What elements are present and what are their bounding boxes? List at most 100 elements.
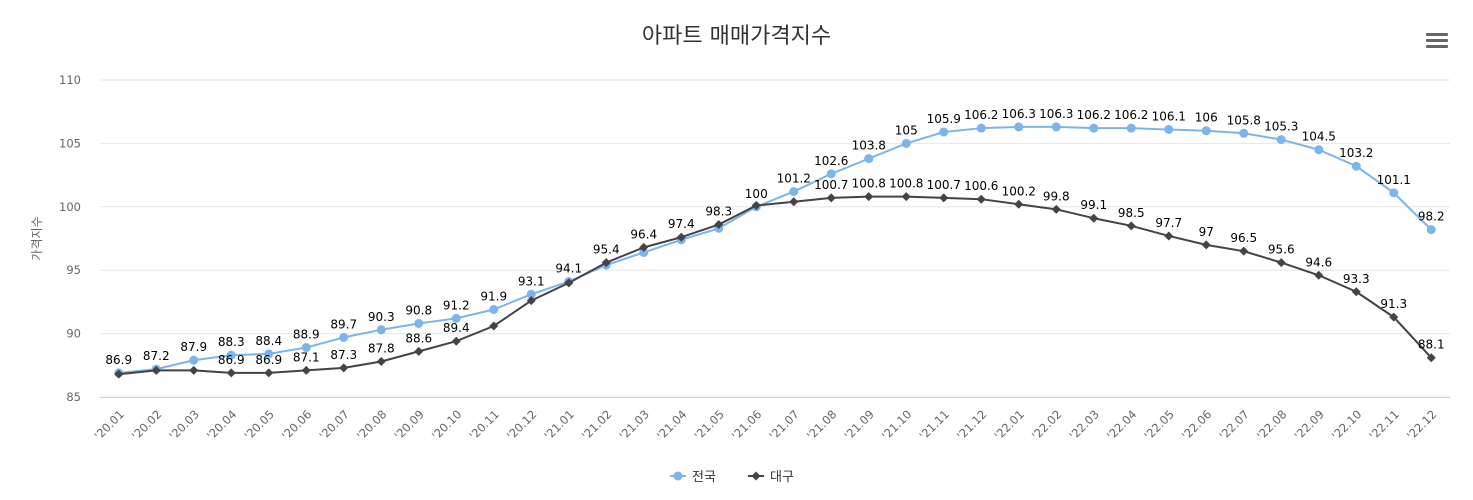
data-point[interactable] bbox=[1051, 204, 1061, 214]
data-point[interactable] bbox=[676, 232, 686, 242]
x-tick-label: '21.08 bbox=[804, 407, 839, 442]
data-point[interactable] bbox=[264, 368, 274, 378]
data-point[interactable] bbox=[1164, 231, 1174, 241]
x-tick-label: '22.08 bbox=[1254, 407, 1289, 442]
data-point[interactable] bbox=[114, 369, 124, 379]
data-point[interactable] bbox=[339, 363, 349, 373]
y-tick-label: 110 bbox=[59, 73, 81, 87]
data-labels: 86.9 87.2 87.9 88.3 88.4 88.9 89.7 90.3 90.8 91.2… bbox=[105, 107, 1444, 367]
data-point[interactable] bbox=[901, 138, 911, 148]
data-label: 102.6 bbox=[814, 154, 848, 168]
data-point[interactable] bbox=[639, 242, 649, 252]
x-tick-label: '22.12 bbox=[1404, 407, 1439, 442]
data-label: 99.1 bbox=[1080, 198, 1107, 212]
data-point[interactable] bbox=[1351, 287, 1361, 297]
data-point[interactable] bbox=[1426, 225, 1436, 235]
data-label: 91.3 bbox=[1380, 297, 1407, 311]
x-tick-label: '21.12 bbox=[954, 407, 989, 442]
data-point[interactable] bbox=[451, 313, 461, 323]
data-point[interactable] bbox=[564, 278, 574, 288]
x-tick-label: '22.06 bbox=[1179, 407, 1214, 442]
data-point[interactable] bbox=[1389, 188, 1399, 198]
data-point[interactable] bbox=[189, 365, 199, 375]
data-point[interactable] bbox=[451, 336, 461, 346]
data-point[interactable] bbox=[339, 332, 349, 342]
data-point[interactable] bbox=[1126, 221, 1136, 231]
data-label: 93.1 bbox=[518, 274, 545, 288]
data-point[interactable] bbox=[1201, 126, 1211, 136]
data-point[interactable] bbox=[526, 289, 536, 299]
data-point[interactable] bbox=[414, 346, 424, 356]
data-point[interactable] bbox=[789, 197, 799, 207]
x-tick-label: '20.05 bbox=[241, 407, 276, 442]
data-point[interactable] bbox=[1089, 213, 1099, 223]
legend-item-1[interactable]: 대구 bbox=[748, 470, 794, 485]
data-point[interactable] bbox=[1239, 246, 1249, 256]
data-point[interactable] bbox=[939, 193, 949, 203]
data-point[interactable] bbox=[1314, 270, 1324, 280]
data-point[interactable] bbox=[1276, 258, 1286, 268]
data-point[interactable] bbox=[1314, 145, 1324, 155]
data-point[interactable] bbox=[751, 201, 761, 211]
data-point[interactable] bbox=[714, 220, 724, 230]
data-point[interactable] bbox=[376, 356, 386, 366]
data-point[interactable] bbox=[1426, 353, 1436, 363]
data-label: 103.8 bbox=[852, 139, 886, 153]
data-point[interactable] bbox=[826, 193, 836, 203]
data-point[interactable] bbox=[226, 368, 236, 378]
hamburger-menu-icon[interactable] bbox=[1424, 30, 1450, 52]
x-axis: '20.01'20.02'20.03'20.04'20.05'20.06'20.… bbox=[91, 397, 1450, 443]
data-point[interactable] bbox=[864, 154, 874, 164]
data-point[interactable] bbox=[639, 247, 649, 257]
data-point[interactable] bbox=[601, 258, 611, 268]
data-point[interactable] bbox=[1389, 312, 1399, 322]
data-label: 100 bbox=[745, 187, 768, 201]
data-point[interactable] bbox=[1126, 123, 1136, 133]
data-point[interactable] bbox=[151, 365, 161, 375]
data-label: 105.8 bbox=[1227, 113, 1261, 127]
data-point[interactable] bbox=[489, 305, 499, 315]
x-tick-label: '22.05 bbox=[1141, 407, 1176, 442]
data-label: 106.2 bbox=[964, 108, 998, 122]
data-point[interactable] bbox=[1014, 122, 1024, 132]
data-point[interactable] bbox=[264, 349, 274, 359]
data-point[interactable] bbox=[301, 343, 311, 353]
legend-item-0[interactable]: 전국 bbox=[670, 470, 716, 485]
data-label: 88.4 bbox=[255, 334, 282, 348]
data-point[interactable] bbox=[826, 169, 836, 179]
legend-label: 전국 bbox=[692, 470, 716, 485]
data-point[interactable] bbox=[526, 296, 536, 306]
x-tick-label: '22.11 bbox=[1366, 407, 1401, 442]
data-point[interactable] bbox=[901, 192, 911, 202]
data-point[interactable] bbox=[1089, 123, 1099, 133]
data-point[interactable] bbox=[1276, 135, 1286, 145]
x-tick-label: '21.03 bbox=[616, 407, 651, 442]
data-label: 88.1 bbox=[1418, 338, 1445, 352]
data-point[interactable] bbox=[1201, 240, 1211, 250]
x-tick-label: '22.10 bbox=[1329, 407, 1364, 442]
data-point[interactable] bbox=[1239, 128, 1249, 138]
data-point[interactable] bbox=[301, 365, 311, 375]
data-label: 95.6 bbox=[1268, 243, 1295, 257]
data-point[interactable] bbox=[976, 123, 986, 133]
data-point[interactable] bbox=[414, 318, 424, 328]
data-point[interactable] bbox=[864, 192, 874, 202]
data-point[interactable] bbox=[1051, 122, 1061, 132]
data-point[interactable] bbox=[1164, 124, 1174, 134]
data-label: 89.7 bbox=[330, 317, 357, 331]
data-point[interactable] bbox=[1351, 161, 1361, 171]
data-point[interactable] bbox=[976, 194, 986, 204]
data-label: 105 bbox=[895, 123, 918, 137]
data-point[interactable] bbox=[939, 127, 949, 137]
data-point[interactable] bbox=[189, 355, 199, 365]
x-tick-label: '20.03 bbox=[166, 407, 201, 442]
data-point[interactable] bbox=[226, 350, 236, 360]
data-point[interactable] bbox=[1014, 199, 1024, 209]
x-tick-label: '22.04 bbox=[1104, 407, 1139, 442]
data-point[interactable] bbox=[489, 321, 499, 331]
data-label: 105.3 bbox=[1264, 120, 1298, 134]
data-label: 86.9 bbox=[255, 353, 282, 367]
data-point[interactable] bbox=[789, 187, 799, 197]
data-point[interactable] bbox=[376, 325, 386, 335]
